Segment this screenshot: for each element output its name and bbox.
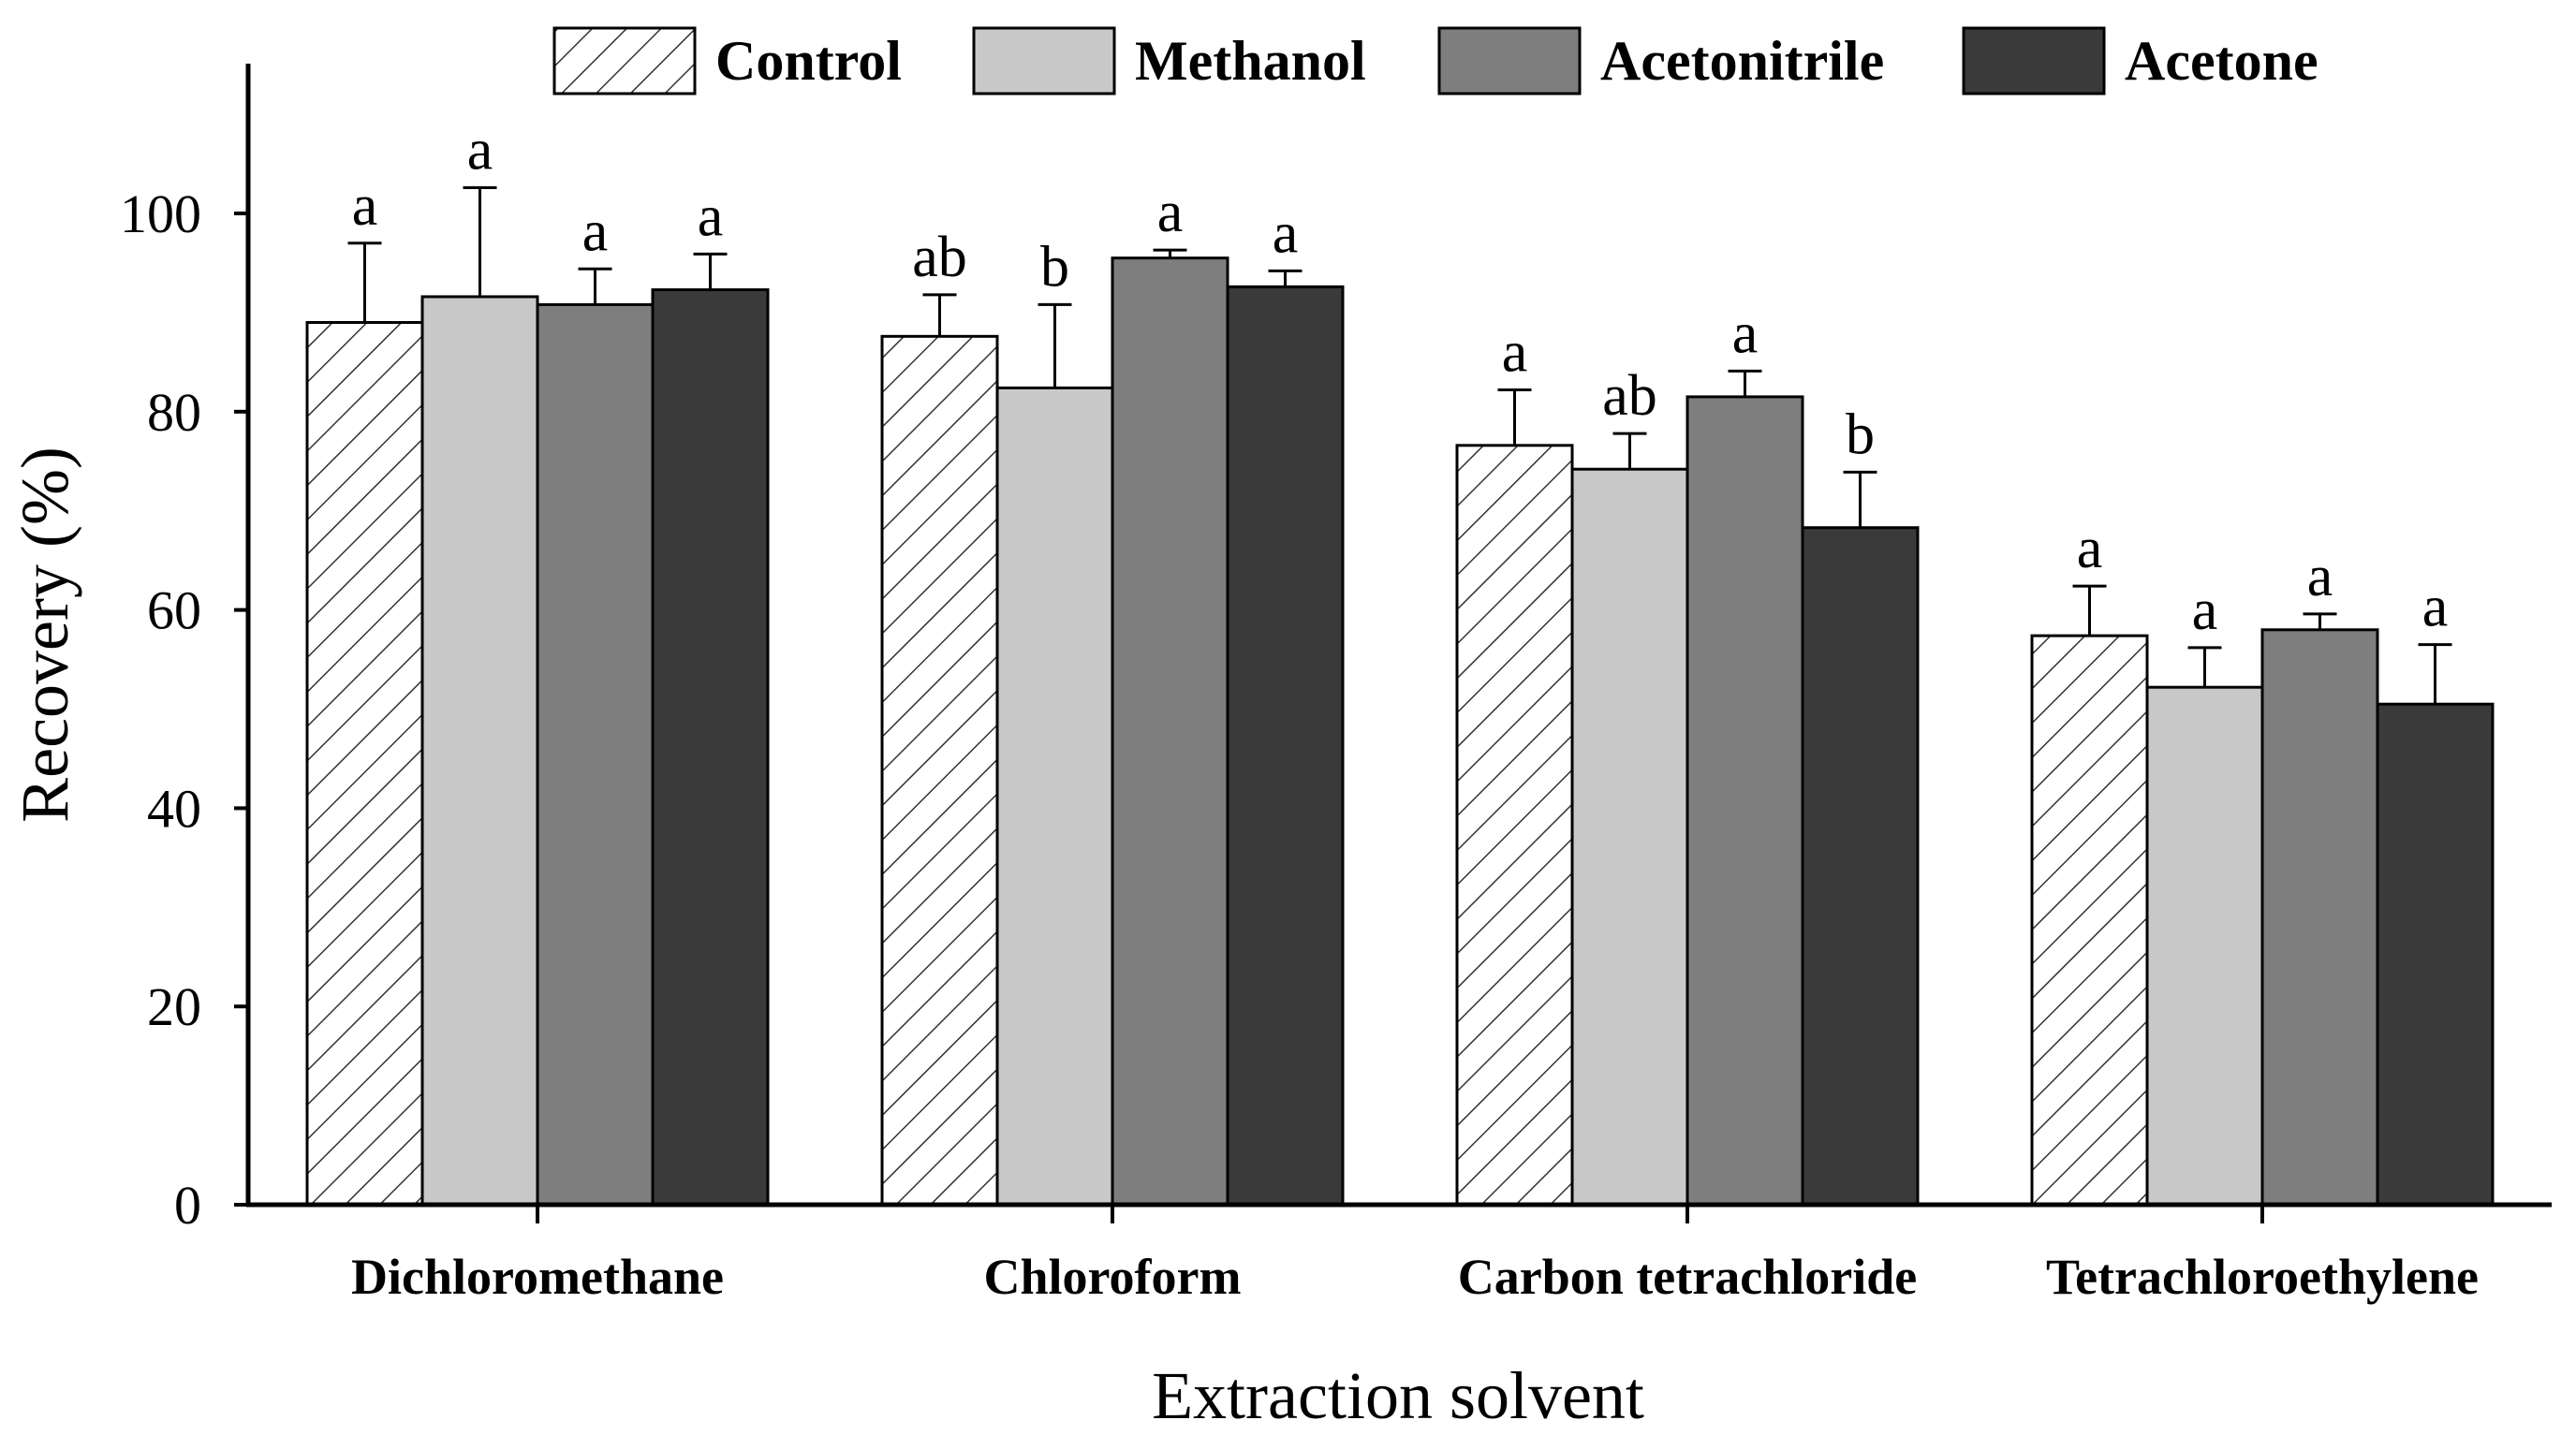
- letter-methanol-dichloromethane: a: [467, 118, 493, 182]
- legend-swatch-control: [552, 26, 697, 95]
- letter-acetone-dichloromethane: a: [698, 184, 724, 248]
- x-tick-label-chloroform: Chloroform: [984, 1249, 1242, 1305]
- legend-swatch-acetone: [1962, 26, 2106, 95]
- bar-methanol-tetrachloroethylene: [2145, 685, 2264, 1207]
- letter-control-carbon-tetrachloride: a: [1502, 321, 1528, 385]
- letter-control-dichloromethane: a: [352, 174, 378, 238]
- letter-methanol-carbon-tetrachloride: ab: [1602, 364, 1657, 428]
- letter-acetonitrile-chloroform: a: [1157, 181, 1184, 244]
- bar-control-chloroform: [880, 334, 999, 1207]
- y-tick-label-60: 60: [147, 580, 201, 641]
- bar-acetonitrile-tetrachloroethylene: [2260, 628, 2379, 1207]
- letter-control-chloroform: ab: [912, 226, 967, 289]
- letter-methanol-tetrachloroethylene: a: [2192, 578, 2218, 642]
- y-tick-label-0: 0: [174, 1175, 201, 1236]
- legend-label-acetonitrile: Acetonitrile: [1600, 30, 1884, 92]
- bar-acetone-chloroform: [1226, 285, 1345, 1207]
- x-ticks: Dichloromethane Chloroform Carbon tetrachl…: [351, 1205, 2479, 1305]
- letter-acetone-chloroform: a: [1273, 201, 1299, 265]
- y-tick-label-80: 80: [147, 382, 201, 443]
- bar-acetonitrile-dichloromethane: [536, 302, 655, 1207]
- letter-acetone-carbon-tetrachloride: b: [1846, 403, 1875, 466]
- letter-acetonitrile-tetrachloroethylene: a: [2307, 545, 2333, 608]
- bar-acetone-carbon-tetrachloride: [1801, 526, 1920, 1207]
- bar-acetonitrile-chloroform: [1111, 256, 1229, 1207]
- legend-label-acetone: Acetone: [2125, 30, 2318, 92]
- legend-swatch-acetonitrile: [1437, 26, 1582, 95]
- y-tick-label-20: 20: [147, 976, 201, 1037]
- letter-acetone-tetrachloroethylene: a: [2422, 576, 2449, 639]
- legend-label-control: Control: [715, 30, 902, 92]
- letter-acetonitrile-carbon-tetrachloride: a: [1732, 301, 1759, 365]
- bar-control-dichloromethane: [305, 320, 424, 1207]
- letter-acetonitrile-dichloromethane: a: [582, 199, 609, 263]
- y-tick-label-100: 100: [120, 183, 201, 244]
- legend: Control Methanol Acetonitrile Acetone: [552, 26, 2318, 95]
- y-ticks: 0 20 40 60 80 100: [120, 183, 248, 1236]
- legend-label-methanol: Methanol: [1135, 30, 1366, 92]
- bar-acetone-dichloromethane: [651, 288, 770, 1207]
- x-tick-label-tetrachloroethylene: Tetrachloroethylene: [2046, 1249, 2479, 1305]
- letter-control-tetrachloroethylene: a: [2077, 517, 2103, 580]
- bar-methanol-dichloromethane: [420, 295, 539, 1207]
- y-tick-label-40: 40: [147, 778, 201, 839]
- bar-control-tetrachloroethylene: [2030, 634, 2149, 1207]
- bar-control-carbon-tetrachloride: [1455, 444, 1574, 1207]
- bar-acetonitrile-carbon-tetrachloride: [1685, 395, 1804, 1207]
- x-tick-label-carbon-tetrachloride: Carbon tetrachloride: [1458, 1249, 1917, 1305]
- x-axis-label: Extraction solvent: [1152, 1358, 1644, 1433]
- bar-methanol-chloroform: [995, 386, 1114, 1207]
- legend-swatch-methanol: [972, 26, 1116, 95]
- letter-methanol-chloroform: b: [1040, 235, 1069, 299]
- bar-acetone-tetrachloroethylene: [2376, 702, 2495, 1207]
- bar-methanol-carbon-tetrachloride: [1570, 467, 1689, 1207]
- x-tick-label-dichloromethane: Dichloromethane: [351, 1249, 724, 1305]
- y-axis-label: Recovery (%): [7, 447, 82, 823]
